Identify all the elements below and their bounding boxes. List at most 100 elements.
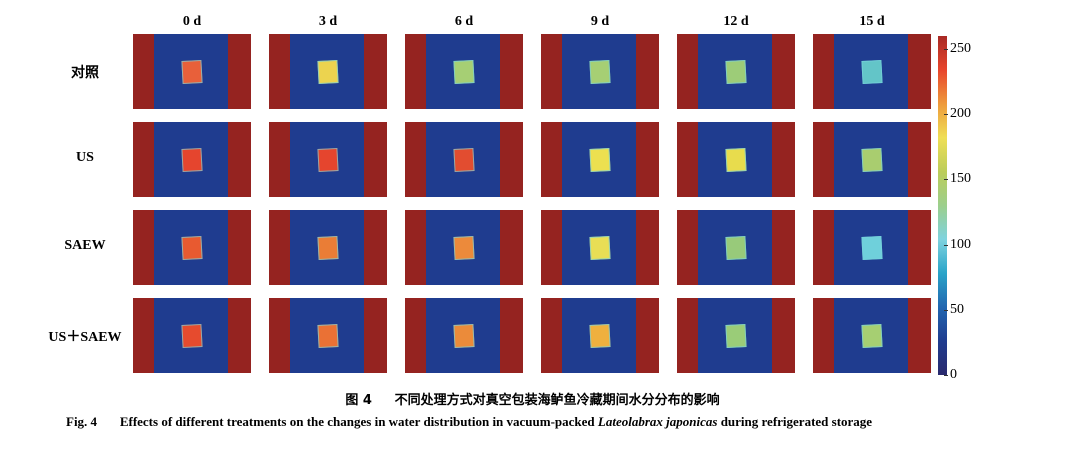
background-band: [405, 34, 426, 109]
background-band: [500, 34, 523, 109]
background-band: [269, 34, 290, 109]
background-band: [133, 298, 154, 373]
mri-panel: [677, 122, 795, 197]
row-label: 对照: [71, 66, 99, 81]
background-band: [500, 210, 523, 285]
column-label: 9 d: [590, 14, 610, 29]
column-label: 3 d: [318, 14, 338, 29]
tick-mark: [944, 179, 948, 181]
mri-panel: [541, 122, 659, 197]
sample-signal: [861, 59, 883, 84]
mri-panel: [133, 298, 251, 373]
sample-signal: [181, 235, 203, 260]
background-band: [364, 298, 387, 373]
background-band: [908, 298, 931, 373]
background-band: [813, 210, 834, 285]
mri-panel: [813, 210, 931, 285]
row-label: US: [76, 150, 94, 165]
sample-signal: [181, 59, 203, 84]
sample-signal: [453, 323, 475, 348]
mri-panel: [269, 298, 387, 373]
background-band: [813, 34, 834, 109]
tick-label: 100: [950, 236, 971, 252]
sample-signal: [453, 235, 475, 260]
background-band: [500, 122, 523, 197]
background-band: [405, 122, 426, 197]
tick-mark: [944, 244, 948, 246]
sample-signal: [725, 147, 747, 172]
background-band: [772, 34, 795, 109]
background-band: [908, 34, 931, 109]
mri-panel: [269, 122, 387, 197]
row-label: SAEW: [64, 238, 106, 253]
colorbar: [938, 36, 947, 375]
mri-panel: [269, 34, 387, 109]
mri-panel: [677, 210, 795, 285]
background-band: [908, 122, 931, 197]
sample-signal: [181, 147, 203, 172]
mri-panel: [677, 34, 795, 109]
tick-label: 250: [950, 41, 971, 57]
sample-signal: [317, 235, 339, 260]
sample-signal: [317, 147, 339, 172]
sample-signal: [861, 235, 883, 260]
caption-text-en-end: during refrigerated storage: [717, 414, 873, 429]
mri-panel: [269, 210, 387, 285]
species-name: Lateolabrax japonicas: [597, 414, 718, 429]
background-band: [677, 298, 698, 373]
sample-signal: [453, 59, 475, 84]
mri-panel: [813, 298, 931, 373]
sample-signal: [453, 147, 475, 172]
sample-signal: [589, 147, 611, 172]
background-band: [228, 298, 251, 373]
mri-panel: [813, 122, 931, 197]
background-band: [541, 122, 562, 197]
background-band: [772, 122, 795, 197]
mri-panel: [405, 122, 523, 197]
background-band: [541, 210, 562, 285]
sample-signal: [725, 235, 747, 260]
background-band: [500, 298, 523, 373]
column-label: 12 d: [723, 14, 749, 29]
tick-mark: [944, 114, 948, 116]
background-band: [677, 34, 698, 109]
background-band: [813, 298, 834, 373]
background-band: [677, 122, 698, 197]
mri-panel: [677, 298, 795, 373]
column-label: 6 d: [454, 14, 474, 29]
sample-signal: [317, 59, 339, 84]
background-band: [636, 298, 659, 373]
background-band: [405, 210, 426, 285]
caption-text-en: Effects of different treatments on the c…: [119, 414, 598, 429]
sample-signal: [725, 59, 747, 84]
background-band: [813, 122, 834, 197]
column-label: 15 d: [859, 14, 885, 29]
sample-signal: [181, 323, 203, 348]
mri-panel: [133, 34, 251, 109]
background-band: [772, 210, 795, 285]
sample-signal: [589, 235, 611, 260]
tick-label: 200: [950, 106, 971, 122]
sample-signal: [861, 323, 883, 348]
tick-label: 50: [950, 301, 964, 317]
mri-panel: [541, 34, 659, 109]
background-band: [269, 210, 290, 285]
tick-mark: [944, 375, 948, 376]
figure-number-en: Fig. 4: [66, 414, 98, 429]
caption-english: Fig. 4 Effects of different treatments o…: [66, 414, 872, 430]
background-band: [772, 298, 795, 373]
tick-label: 0: [950, 367, 957, 382]
sample-signal: [589, 59, 611, 84]
background-band: [133, 210, 154, 285]
background-band: [133, 122, 154, 197]
figure-number-cn: 图 4: [345, 393, 372, 408]
caption-text-cn: 不同处理方式对真空包装海鲈鱼冷藏期间水分分布的影响: [394, 393, 720, 408]
mri-panel: [813, 34, 931, 109]
background-band: [228, 122, 251, 197]
background-band: [908, 210, 931, 285]
mri-panel: [541, 298, 659, 373]
mri-panel: [133, 210, 251, 285]
background-band: [133, 34, 154, 109]
background-band: [228, 34, 251, 109]
sample-signal: [725, 323, 747, 348]
